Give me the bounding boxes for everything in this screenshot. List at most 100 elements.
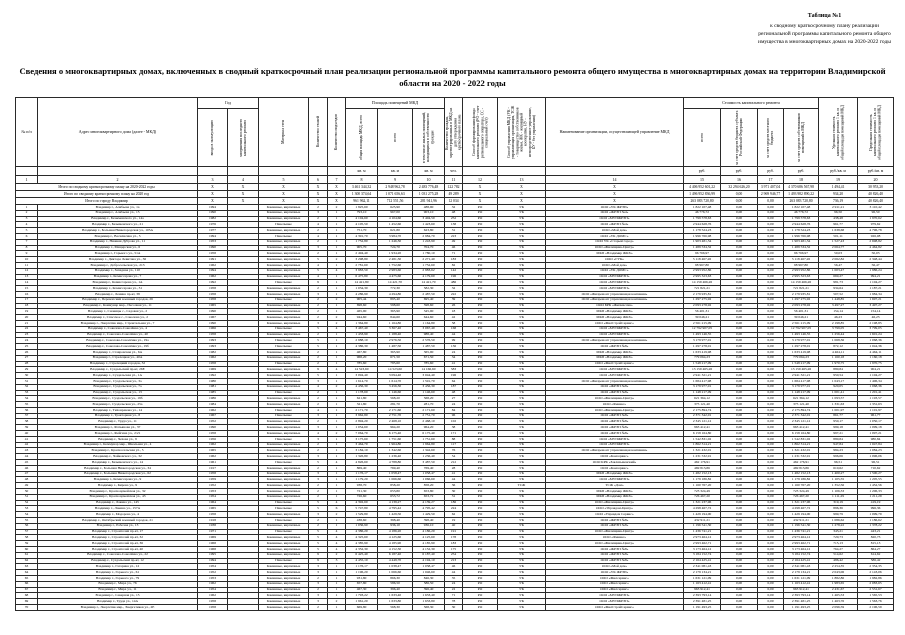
table-row: 64 Владимир г., Горького ул., 61 1952 Камен… (15, 569, 895, 576)
cell: 2 993 462,71 (783, 540, 820, 547)
cell: X (308, 183, 329, 191)
cell: 815,13 (857, 540, 895, 547)
table-row: 61 Владимир г., Соколова-Соколёнка ул., 2… (15, 551, 895, 559)
cell: 2 083,65 (857, 580, 895, 588)
cell: 1 631 121,09 (783, 575, 820, 582)
cell: 263 083 720,80 (783, 197, 820, 205)
cell (308, 166, 329, 176)
col-header-cost-total: всего (683, 108, 722, 167)
cell: X (497, 197, 547, 205)
cell: 864,27 (857, 546, 895, 553)
cell: 4 370 686 567,98 (783, 183, 820, 191)
cell: 32 294 626,20 (720, 183, 759, 191)
cell (226, 209, 260, 217)
cell: 3 110,42 (857, 204, 895, 211)
cell: 3 971 407,04 (757, 183, 785, 191)
table-row: 29 Владимир г., Суздальский пр-кт, 26Е 196… (15, 366, 895, 374)
table-row: 69 Владимир г., Труда ул., 14А 1958 Каменны… (15, 598, 895, 605)
col-header-address: Адрес многоквартирного дома (далее - МКД… (37, 97, 198, 167)
cell: руб./кв. м (818, 166, 859, 176)
cell (226, 580, 260, 588)
col-header-org: Наименование организации, осуществляющей… (545, 97, 685, 167)
cell: 0,00 (720, 197, 759, 205)
col-header-unit-cost: Удельная стоимость капитального ремонта … (818, 97, 859, 167)
cell: X (258, 197, 310, 205)
cell (226, 592, 260, 600)
cell (226, 244, 260, 252)
cell: 2 196,59 (857, 604, 895, 611)
cell: 2 354,35 (857, 563, 895, 571)
col-header-cost-fed: за счет средств бюджета субъекта Российс… (720, 108, 759, 167)
col-header-area-total: общая площадь МКД, всего (345, 108, 379, 167)
cell: X (497, 190, 547, 198)
cell (15, 166, 38, 176)
cell: ООО «ЖилСтройСервис» (545, 604, 685, 611)
cell: 2 096,59 (818, 604, 859, 611)
cell: кв. м (345, 166, 379, 176)
corner-note-line: имущества в многоквартирных домах на 202… (758, 38, 891, 45)
cell: 568,30 (377, 604, 414, 611)
table-row: 6 Владимир г., Василисина ул., 5 1994 Панел… (15, 233, 895, 240)
cell: 432 911,21 (783, 517, 820, 524)
table-row: 45 Владимир г., Безыменского ул., 14 1961 П… (15, 459, 895, 466)
cell: 1 996 766,98 (783, 233, 820, 240)
cell: 3 461 344,32 (345, 183, 379, 191)
table-row: 5 Владимир г., Большая Нижегородская ул.,… (15, 227, 895, 234)
cell: X (545, 197, 685, 205)
cell: 18 (783, 175, 820, 184)
cell: X (545, 190, 685, 198)
cell: 1 (15, 175, 38, 184)
cell (226, 598, 260, 605)
cell: 4 464,82 (857, 244, 895, 252)
cell: руб./кв. м (857, 166, 895, 176)
cell: 1 378,22 (857, 522, 895, 530)
corner-note-line: к сводному краткосрочному плану реализац… (770, 22, 879, 29)
col-header-cost-local: за счет средств местного бюджета (757, 108, 785, 167)
cell: 20 (857, 175, 895, 184)
cell (226, 604, 260, 611)
col-header-num: № п/п (15, 97, 38, 167)
cell: РО (462, 604, 499, 611)
summary-row: Итого по городу Владимир X X X X X 961 962,11 7… (15, 197, 895, 205)
cell: 1 196 541,30 (783, 522, 820, 530)
cell: 49 289 (444, 190, 464, 198)
cell: 568,30 (412, 604, 446, 611)
table-row: 1 Владимир г., Алябьева ул., 1а 1994 Каменн… (15, 204, 895, 211)
column-number-row: 1 2 3 4 5 6 7 8 9 10 11 12 13 14 15 16 17 18 19 20 (15, 175, 895, 184)
table-row: 22 Владимир г., Соколова-Соколёнка ул., 4… (15, 325, 895, 333)
cell: X (327, 197, 347, 205)
cell: 1 (327, 604, 347, 611)
cell (497, 166, 547, 176)
table-row: 56 Владимир г., Рабочая ул., 13 1938 Каменн… (15, 522, 895, 530)
cell: X (226, 183, 260, 191)
cell (258, 166, 310, 176)
cell (226, 238, 260, 246)
cell: X (462, 190, 499, 198)
cell: 17 (757, 175, 785, 184)
col-header-year-repair: завершения последнего капитального ремон… (226, 108, 260, 167)
cell: 1 436 741,21 (783, 528, 820, 536)
cell: 30 953,20 (857, 183, 895, 191)
cell: 963 912,41 (783, 586, 820, 594)
table-row: 59 Владимир г., Строителей пр-кт, 36 1968 К… (15, 540, 895, 547)
cell: 3 173 464,12 (783, 546, 820, 553)
cell: 2 391 481,25 (783, 598, 820, 605)
cell (37, 166, 198, 176)
table-row: 40 Владимир г., Фейгина ул., 2/21 1958 Каме… (15, 430, 895, 437)
cell: X (258, 190, 310, 198)
cell: 281 941,96 (412, 197, 446, 205)
cell: 586,42 (857, 557, 895, 565)
cell (226, 528, 260, 536)
cell: 9 (377, 175, 414, 184)
cell: 2 969 946,77 (757, 190, 785, 198)
cell: X (226, 197, 260, 205)
table-row: 36 Владимир г., Тихонравова ул., 14 1962 Па… (15, 406, 895, 414)
table-row: 70 Владимир г., Энергетик мкр., Энергетик… (15, 604, 895, 611)
table-row: 52 Владимир г., Лакина ул., 145 1964 Панель… (15, 499, 895, 507)
col-header-entrances: Количество подъездов (327, 97, 347, 167)
col-group-cost: Стоимость капитального ремонта (683, 97, 820, 109)
col-header-fund: Способ формирования фонда капитального р… (462, 97, 499, 167)
cell: 2 944 628,76 (783, 221, 820, 229)
table-row: 11 Владимир г., Добросельская ул., 213 196… (15, 261, 895, 269)
